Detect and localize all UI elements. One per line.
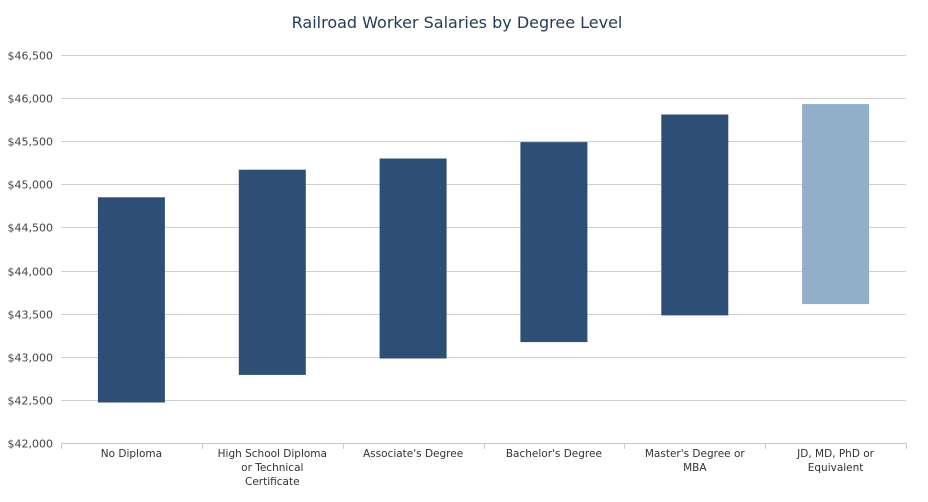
x-axis-ticks: No Diploma High School Diploma or Technica… — [61, 443, 907, 488]
y-tick-label: $43,000 — [8, 352, 54, 365]
x-tick-label: No Diploma — [101, 448, 162, 460]
y-tick-label: $45,500 — [8, 136, 54, 149]
x-tick-label: Bachelor's Degree — [506, 448, 602, 460]
y-tick-label: $43,500 — [8, 309, 54, 322]
x-tick-label: Associate's Degree — [363, 448, 463, 460]
x-tick-label: High School Diploma or Technical Certifica… — [218, 448, 327, 488]
y-tick-label: $46,500 — [8, 50, 54, 63]
bar-2[interactable] — [238, 169, 306, 375]
y-tick-label: $45,000 — [8, 179, 54, 192]
y-axis-ticks: $42,000 $42,500 $43,000 $43,500 $44,000 $44,5… — [8, 50, 54, 451]
x-tick-label: JD, MD, PhD or Equivalent — [796, 448, 875, 474]
y-tick-label: $42,500 — [8, 395, 54, 408]
bar-1[interactable] — [97, 197, 165, 403]
y-tick-label: $42,000 — [8, 438, 54, 451]
chart-title: Railroad Worker Salaries by Degree Level — [292, 13, 623, 32]
bar-5[interactable] — [661, 114, 729, 316]
bar-6[interactable] — [802, 104, 870, 305]
bar-3[interactable] — [379, 158, 447, 359]
bar-4[interactable] — [520, 142, 588, 343]
y-tick-label: $44,500 — [8, 222, 54, 235]
x-tick-label: Master's Degree or MBA — [645, 448, 746, 474]
y-tick-label: $44,000 — [8, 266, 54, 279]
bars — [97, 104, 870, 403]
y-tick-label: $46,000 — [8, 93, 54, 106]
gridlines — [61, 55, 906, 444]
